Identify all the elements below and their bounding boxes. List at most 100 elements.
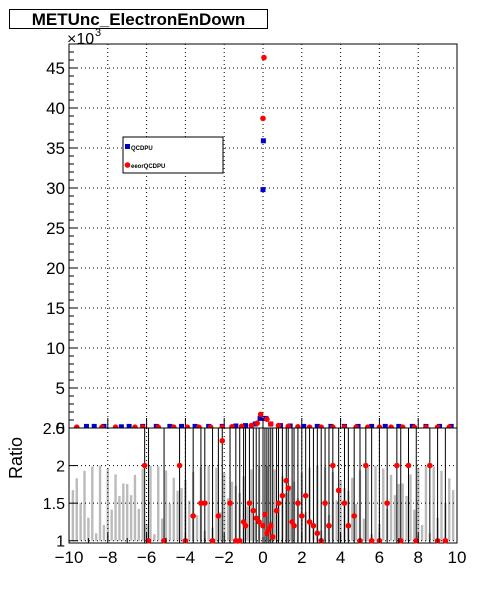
ratio-point xyxy=(363,462,369,469)
y-exponent-label: ×10 xyxy=(67,31,94,48)
xtick-label: −8 xyxy=(98,548,117,567)
eeorqcdpu-point xyxy=(275,422,282,429)
qcdpu-point xyxy=(260,187,266,193)
ratio-band-bar xyxy=(164,470,168,541)
ratio-band-bar xyxy=(176,490,179,541)
legend-marker xyxy=(125,144,130,149)
xtick-label: 4 xyxy=(336,548,345,567)
ratio-point xyxy=(283,477,290,484)
main-ytick-label: 0 xyxy=(56,419,65,438)
ratio-ytick-label: 1 xyxy=(56,534,65,551)
xtick-label: 10 xyxy=(448,548,467,567)
ratio-band-bar xyxy=(149,465,152,541)
ratio-ytick-label: 2 xyxy=(56,459,65,476)
ratio-point xyxy=(233,537,239,544)
ratio-band-bar xyxy=(405,495,408,541)
ratio-point xyxy=(299,513,305,519)
ratio-band-bar xyxy=(362,518,366,541)
ratio-point xyxy=(202,500,208,506)
qcdpu-point xyxy=(83,423,89,429)
ratio-band-bar xyxy=(219,512,222,541)
xtick-label: −4 xyxy=(176,548,195,567)
qcdpu-point xyxy=(167,423,173,429)
ratio-point xyxy=(427,462,433,469)
ratio-band-bar xyxy=(153,534,156,541)
ratio-band-bar xyxy=(71,490,75,541)
ratio-point xyxy=(413,537,420,544)
ratio-point xyxy=(267,522,274,529)
qcdpu-point xyxy=(179,423,185,429)
main-ytick-label: 25 xyxy=(46,219,65,238)
eeorqcdpu-point xyxy=(257,411,264,418)
ratio-point xyxy=(262,511,268,518)
ratio-band-bar xyxy=(83,470,86,541)
xtick-label: −6 xyxy=(137,548,156,567)
ratio-band-bar xyxy=(172,477,175,541)
ratio-point xyxy=(246,500,253,506)
qcdpu-point xyxy=(91,423,97,429)
xtick-label: 0 xyxy=(258,548,267,567)
y-exponent-power: 3 xyxy=(95,27,101,39)
xtick-label: −2 xyxy=(215,548,234,567)
ratio-point xyxy=(310,522,317,529)
ratio-point xyxy=(279,492,286,499)
legend: QCDPU eeorQCDPU xyxy=(122,136,224,174)
main-ytick-label: 40 xyxy=(46,99,65,118)
ratio-point xyxy=(260,522,266,529)
ratio-point xyxy=(345,522,352,529)
ratio-point xyxy=(269,534,276,540)
qcdpu-point xyxy=(260,138,266,144)
legend-box xyxy=(122,136,224,174)
ratio-ytick-label: 2.5 xyxy=(43,421,65,438)
ratio-band-bar xyxy=(188,500,191,541)
ratio-band-bar xyxy=(288,486,292,541)
ratio-band-bar xyxy=(207,465,210,541)
main-ytick-label: 45 xyxy=(46,59,65,78)
xtick-label: 2 xyxy=(297,548,306,567)
ratio-point xyxy=(306,519,313,525)
ratio-point xyxy=(198,500,204,506)
ratio-band-bar xyxy=(440,470,443,541)
ratio-point xyxy=(256,519,262,525)
ratio-band-bar xyxy=(397,484,400,541)
ratio-ylabel: Ratio xyxy=(6,437,26,479)
ratio-band-bar xyxy=(420,524,424,541)
ratio-point xyxy=(394,462,400,469)
main-ytick-label: 5 xyxy=(56,379,65,398)
ratio-point xyxy=(335,487,342,494)
ratio-point xyxy=(326,522,332,529)
ratio-band-bar xyxy=(160,518,164,541)
ratio-band-bar xyxy=(133,474,137,541)
qcdpu-point xyxy=(314,423,320,429)
ratio-band-bar xyxy=(94,533,98,541)
ratio-band-bar xyxy=(393,495,397,541)
ratio-band-bar xyxy=(246,506,249,541)
ratio-point xyxy=(250,507,257,514)
ratio-band-bar xyxy=(129,495,133,541)
ratio-band-bar xyxy=(339,479,342,541)
xtick-label: 6 xyxy=(375,548,384,567)
ratio-band-bar xyxy=(226,498,230,541)
ratio-point xyxy=(368,537,375,544)
ratio-band-bar xyxy=(87,517,90,541)
ratio-band-bar xyxy=(335,500,338,541)
ratio-point xyxy=(145,537,152,544)
ratio-band-bar xyxy=(374,465,377,541)
ratio-band-bar xyxy=(75,478,78,541)
ratio-band-bar xyxy=(382,468,385,541)
xtick-label: 8 xyxy=(413,548,422,567)
ratio-point xyxy=(219,437,226,444)
main-ytick-label: 30 xyxy=(46,179,65,198)
ratio-band-bar xyxy=(401,483,404,541)
ratio-band-bar xyxy=(223,473,226,541)
ratio-band-bar xyxy=(118,495,121,541)
main-panel: 0 5 10 15 20 25 30 35 40 45×10 3 xyxy=(46,27,458,438)
ratio-point xyxy=(273,507,280,514)
ratio-band-bar xyxy=(79,503,82,541)
qcdpu-point xyxy=(243,423,249,429)
ratio-band-bar xyxy=(389,474,393,541)
ratio-band-bar xyxy=(168,503,172,541)
ratio-point xyxy=(253,515,260,521)
qcdpu-point xyxy=(192,423,198,429)
